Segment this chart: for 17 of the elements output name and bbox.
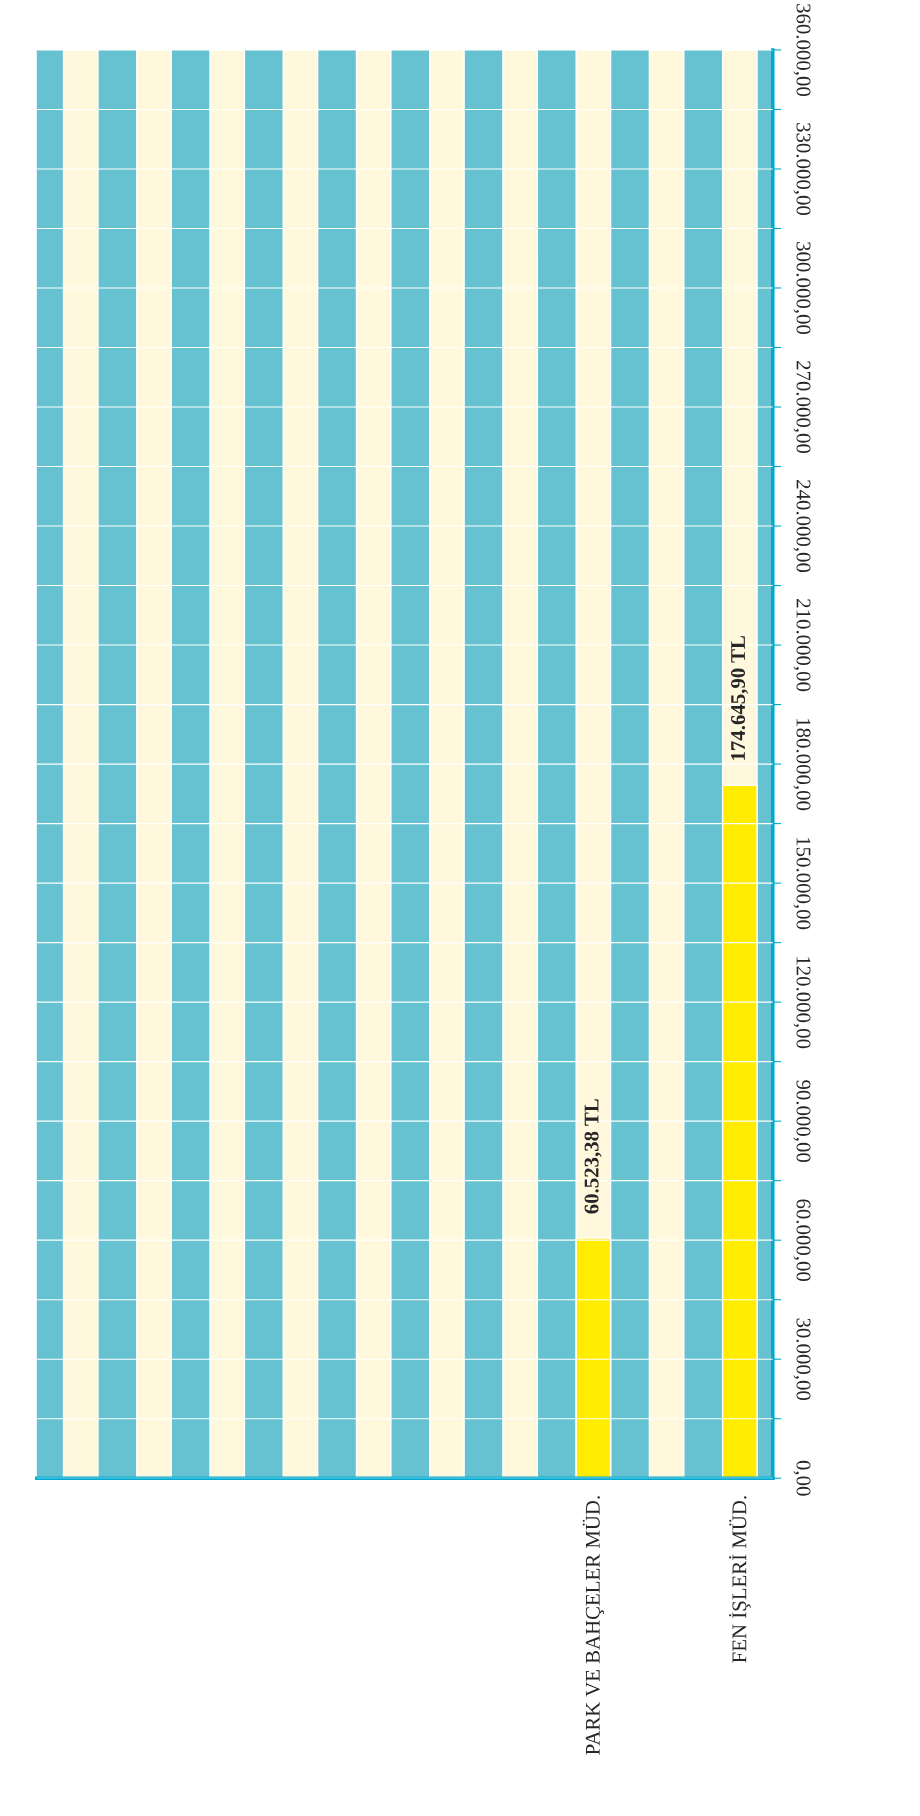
y-tick-label: 60.000,00 [793,1199,811,1282]
y-tick-label: 360.000,00 [793,4,811,97]
y-tick-label: 270.000,00 [793,361,811,454]
y-tick-label: 210.000,00 [793,599,811,692]
y-tick-label: 0,00 [793,1460,811,1496]
data-label: 174.645,90 TL [731,636,749,760]
y-tick-label: 120.000,00 [793,957,811,1049]
y-tick-label: 240.000,00 [793,480,811,573]
y-tick-label: 90.000,00 [793,1080,811,1163]
x-tick-label: FEN İŞLERİ MÜD. [729,1496,751,1663]
y-tick-label: 30.000,00 [793,1318,811,1401]
y-tick-label: 330.000,00 [793,123,811,216]
y-tick-label: 180.000,00 [793,719,811,811]
y-tick-label: 300.000,00 [793,242,811,335]
y-tick-label: 150.000,00 [793,838,811,930]
data-label: 60.523,38 TL [584,1099,602,1214]
x-tick-label: PARK VE BAHÇELER MÜD. [582,1496,605,1755]
